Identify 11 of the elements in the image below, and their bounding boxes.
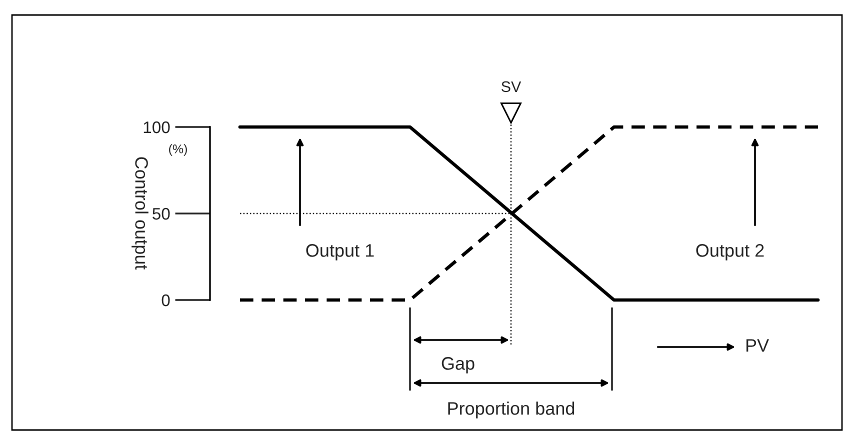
text: (%) xyxy=(169,144,187,156)
text: Proportion band xyxy=(448,402,574,418)
y-tick-label: 100 xyxy=(144,121,170,134)
annotation: Output 1 xyxy=(306,244,374,260)
text: PV xyxy=(746,339,770,352)
y-axis-title: Control output xyxy=(132,157,148,270)
y-tick-label: 0 xyxy=(162,294,170,306)
y-tick-label: 50 xyxy=(152,208,170,220)
text: SV xyxy=(502,81,522,92)
annotation: Output 2 xyxy=(696,244,764,260)
text: Gap xyxy=(442,357,474,374)
